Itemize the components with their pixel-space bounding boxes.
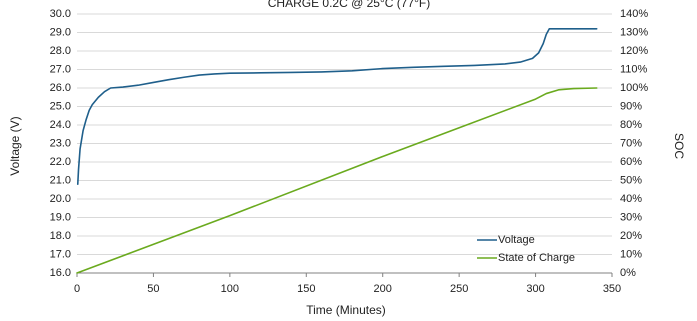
- x-tick-label: 0: [74, 283, 80, 295]
- y-tick-label: 20.0: [50, 193, 71, 205]
- y2-tick-label: 20%: [620, 230, 642, 242]
- y2-tick-label: 80%: [620, 119, 642, 131]
- chart-title: CHARGE 0.2C @ 25°C (77°F): [268, 0, 431, 10]
- y-tick-label: 29.0: [50, 26, 71, 38]
- series-line-voltage: [76, 28, 598, 185]
- legend-label: State of Charge: [498, 252, 575, 264]
- y-tick-label: 23.0: [50, 137, 71, 149]
- y-tick-label: 26.0: [50, 82, 71, 94]
- x-axis-title: Time (Minutes): [306, 303, 386, 317]
- y-tick-label: 18.0: [50, 230, 71, 242]
- y-tick-label: 22.0: [50, 156, 71, 168]
- y2-tick-label: 100%: [620, 82, 648, 94]
- y2-tick-label: 0%: [620, 267, 636, 279]
- y2-tick-label: 130%: [620, 26, 648, 38]
- y2-tick-label: 110%: [620, 63, 648, 75]
- x-tick-label: 300: [526, 283, 544, 295]
- y2-tick-label: 60%: [620, 156, 642, 168]
- y2-tick-label: 70%: [620, 137, 642, 149]
- y2-tick-label: 90%: [620, 100, 642, 112]
- y-tick-label: 16.0: [50, 267, 71, 279]
- y2-tick-label: 10%: [620, 248, 642, 260]
- x-tick-label: 350: [603, 283, 621, 295]
- y2-tick-label: 30%: [620, 211, 642, 223]
- y2-tick-label: 50%: [620, 174, 642, 186]
- x-tick-label: 250: [450, 283, 468, 295]
- x-tick-label: 50: [147, 283, 159, 295]
- y2-tick-label: 140%: [620, 8, 648, 20]
- gridlines: [77, 13, 612, 255]
- y2-tick-label: 40%: [620, 193, 642, 205]
- y2-axis-title: SOC: [672, 133, 686, 159]
- x-tick-label: 100: [221, 283, 239, 295]
- y-tick-label: 17.0: [50, 248, 71, 260]
- series-layer: [76, 28, 598, 274]
- y-axis-title: Voltage (V): [8, 116, 22, 175]
- legend-label: Voltage: [498, 234, 535, 246]
- series-line-state-of-charge: [76, 87, 598, 274]
- y2-tick-label: 120%: [620, 45, 648, 57]
- y-tick-label: 21.0: [50, 174, 71, 186]
- y-tick-label: 27.0: [50, 63, 71, 75]
- left-axis-ticks: 16.0 17.0 18.0 19.0 20.0 21.0 22.0 23.0 24.0 25.0…: [50, 8, 71, 279]
- right-axis-ticks: 0% 10% 20% 30% 40% 50% 60% 70% 80% 90% 100% 110% 120…: [620, 8, 648, 279]
- y-tick-label: 30.0: [50, 8, 71, 20]
- x-axis-ticks: 0 50 100 150 200 250 300 350: [74, 273, 621, 295]
- y-tick-label: 25.0: [50, 100, 71, 112]
- y-tick-label: 28.0: [50, 45, 71, 57]
- x-tick-label: 150: [297, 283, 315, 295]
- legend: Voltage State of Charge: [477, 234, 575, 264]
- y-tick-label: 24.0: [50, 119, 71, 131]
- x-tick-label: 200: [374, 283, 392, 295]
- y-tick-label: 19.0: [50, 211, 71, 223]
